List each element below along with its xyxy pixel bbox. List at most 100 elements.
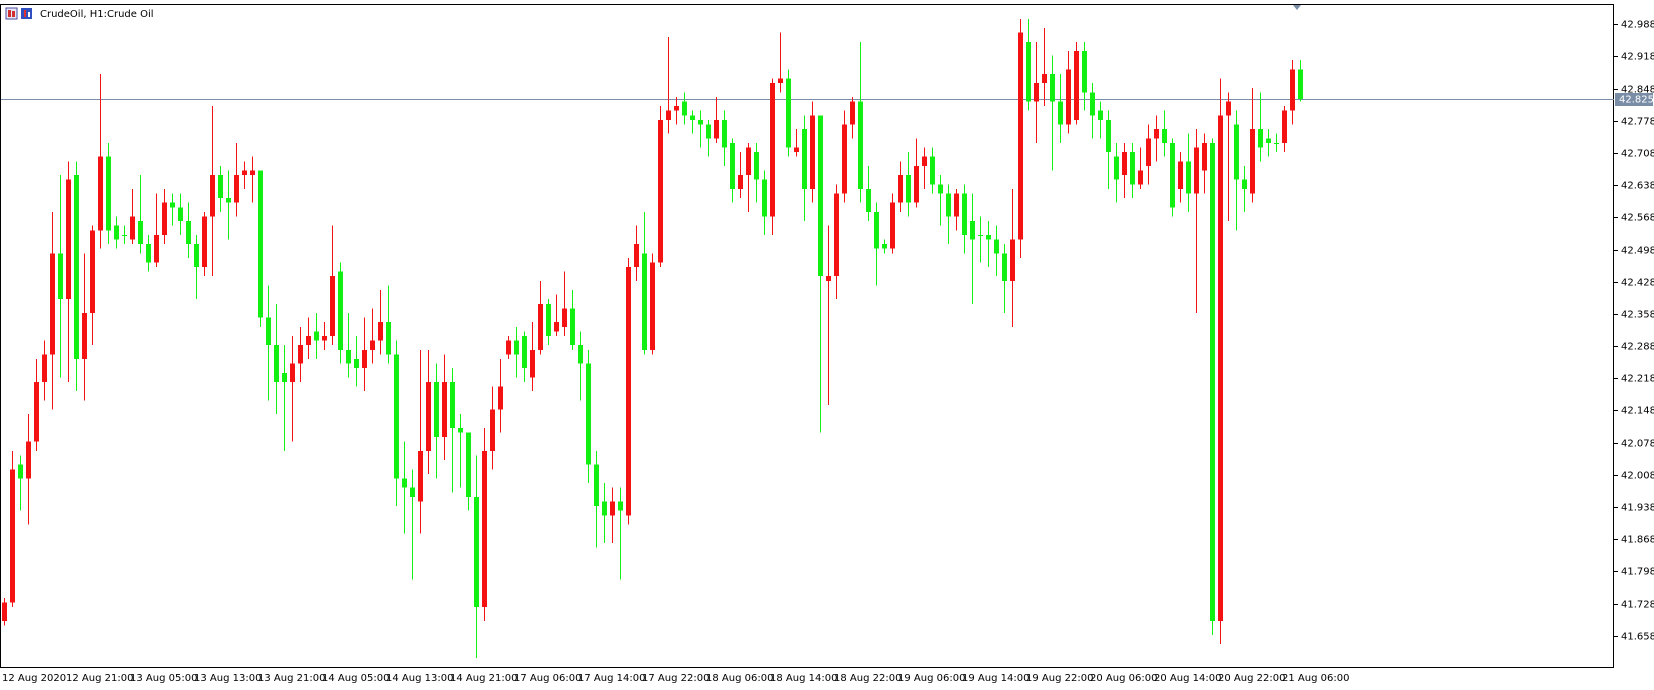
candle-body — [570, 308, 575, 346]
candle-body — [74, 175, 79, 359]
icon-frame — [21, 8, 32, 19]
y-tick-label: 42.568 — [1621, 213, 1654, 224]
candle-body — [706, 124, 711, 139]
candle-body — [938, 184, 943, 194]
candle-body — [418, 450, 423, 502]
y-tick-label: 42.218 — [1621, 374, 1654, 385]
candle-body — [226, 198, 231, 203]
x-tick-label: 20 Aug 14:00 — [1154, 673, 1221, 684]
candle-body — [714, 119, 719, 139]
candle-body — [850, 101, 855, 125]
icon-bar — [24, 10, 26, 17]
candle-body — [1154, 129, 1159, 139]
y-tick-label: 41.868 — [1621, 535, 1654, 546]
y-tick-label: 42.708 — [1621, 149, 1654, 160]
candle-body — [586, 363, 591, 465]
candle-body — [474, 496, 479, 608]
x-tick-label: 19 Aug 06:00 — [898, 673, 965, 684]
candle-body — [1186, 161, 1191, 194]
candle-body — [898, 175, 903, 203]
candle-body — [1026, 41, 1031, 102]
candle-body — [122, 234, 127, 236]
candle-body — [346, 349, 351, 364]
icon-bar — [12, 11, 15, 17]
candle-body — [1122, 152, 1127, 176]
candle-body — [530, 349, 535, 378]
candle-body — [658, 119, 663, 263]
candle-body — [1018, 32, 1023, 240]
candle-body — [490, 409, 495, 451]
candle-body — [778, 78, 783, 84]
candle-body — [482, 450, 487, 608]
y-tick-label: 42.918 — [1621, 52, 1654, 63]
candle-body — [810, 115, 815, 189]
candle-body — [26, 441, 31, 479]
candle-body — [522, 336, 527, 369]
candle-body — [826, 276, 831, 281]
candle-body — [650, 262, 655, 350]
candle-body — [426, 381, 431, 451]
y-tick-label: 41.658 — [1621, 632, 1654, 643]
candle-body — [394, 354, 399, 479]
candle-body — [562, 308, 567, 327]
candle-body — [2, 602, 7, 622]
candle-body — [986, 234, 991, 240]
candle-body — [770, 83, 775, 217]
candle-body — [754, 152, 759, 180]
candle-body — [962, 193, 967, 235]
x-tick-label: 13 Aug 21:00 — [258, 673, 325, 684]
candle-body — [1074, 50, 1079, 120]
candle-body — [1050, 73, 1055, 102]
x-tick-label: 19 Aug 14:00 — [962, 673, 1029, 684]
candle-body — [978, 234, 983, 236]
candle-body — [10, 469, 15, 603]
candle-body — [218, 175, 223, 199]
x-tick-label: 14 Aug 21:00 — [450, 673, 517, 684]
candle-body — [410, 487, 415, 497]
y-tick-label: 42.008 — [1621, 471, 1654, 482]
candle-body — [834, 193, 839, 277]
candle-body — [434, 381, 439, 438]
candle-body — [674, 106, 679, 111]
candle-body — [266, 317, 271, 346]
candle-body — [994, 239, 999, 254]
candle-body — [154, 234, 159, 263]
candle-body — [498, 386, 503, 410]
candle-body — [890, 202, 895, 249]
x-tick-label: 13 Aug 13:00 — [194, 673, 261, 684]
candle-body — [1170, 142, 1175, 208]
icon-frame — [5, 7, 18, 20]
icon-bar — [28, 12, 30, 17]
candle-body — [114, 225, 119, 240]
candle-body — [178, 207, 183, 222]
candle-body — [682, 101, 687, 116]
candle-body — [1194, 147, 1199, 194]
y-tick-label: 42.148 — [1621, 406, 1654, 417]
candle-body — [242, 170, 247, 176]
x-tick-label: 13 Aug 05:00 — [130, 673, 197, 684]
candle-body — [930, 156, 935, 185]
symbol-icon — [5, 7, 32, 20]
candle-body — [1258, 129, 1263, 148]
candle-body — [1090, 92, 1095, 116]
candle-body — [794, 147, 799, 153]
candle-body — [618, 501, 623, 511]
candle-body — [626, 267, 631, 516]
candle-body — [1178, 161, 1183, 189]
y-tick-label: 42.778 — [1621, 117, 1654, 128]
candle-body — [1082, 50, 1087, 93]
x-tick-label: 12 Aug 21:00 — [66, 673, 133, 684]
candle-body — [258, 170, 263, 318]
x-tick-label: 20 Aug 06:00 — [1090, 673, 1157, 684]
candle-body — [882, 244, 887, 249]
candle-body — [698, 119, 703, 125]
candle-body — [138, 221, 143, 245]
candle-body — [1282, 110, 1287, 143]
candle-body — [106, 156, 111, 231]
candle-body — [1226, 101, 1231, 116]
last-price-box — [1615, 93, 1653, 106]
candle-body — [602, 501, 607, 516]
candle-body — [610, 501, 615, 516]
candle-body — [1266, 138, 1271, 143]
